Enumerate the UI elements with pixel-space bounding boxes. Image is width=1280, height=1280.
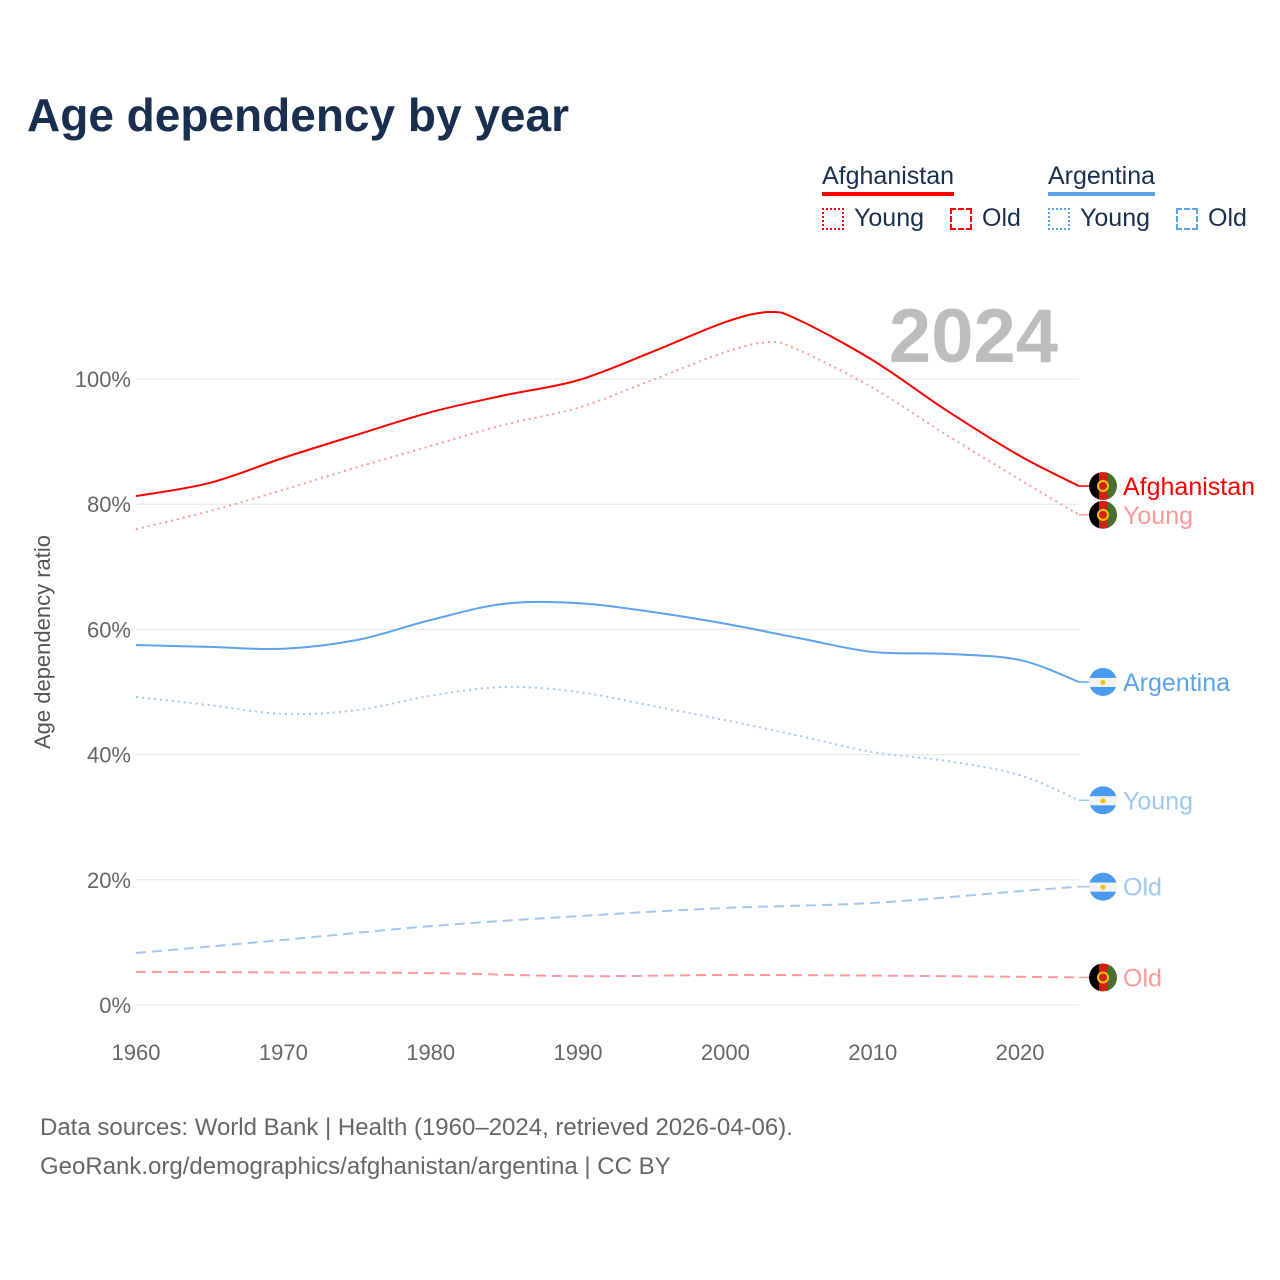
end-label: Young bbox=[1123, 787, 1193, 815]
afghanistan-flag-icon bbox=[1089, 963, 1117, 992]
flag-stripe bbox=[1089, 500, 1099, 529]
page-title: Age dependency by year bbox=[27, 89, 569, 141]
x-tick-label: 1990 bbox=[554, 1040, 603, 1065]
year-watermark: 2024 bbox=[889, 294, 1058, 379]
flag-stripe bbox=[1108, 472, 1117, 501]
y-tick-label: 80% bbox=[87, 492, 131, 517]
source-link[interactable]: GeoRank.org/demographics/afghanistan/arg… bbox=[40, 1153, 671, 1180]
legend-young-argentina[interactable]: Young bbox=[1080, 204, 1150, 232]
y-tick-label: 20% bbox=[87, 868, 131, 893]
y-tick-label: 100% bbox=[75, 367, 131, 392]
flag-emblem bbox=[1097, 508, 1109, 521]
dashed-swatch-icon bbox=[950, 207, 972, 230]
legend-old-argentina[interactable]: Old bbox=[1208, 204, 1247, 232]
end-label: Old bbox=[1123, 874, 1162, 902]
y-axis-label: Age dependency ratio bbox=[30, 535, 55, 749]
flag-stripe bbox=[1089, 872, 1117, 883]
series-line-argentina-old bbox=[135, 885, 1080, 955]
y-tick-label: 0% bbox=[99, 993, 131, 1018]
flag-stripe bbox=[1099, 963, 1108, 992]
x-tick-label: 2010 bbox=[848, 1040, 897, 1065]
x-tick-label: 1980 bbox=[406, 1040, 455, 1065]
flag-sun bbox=[1100, 679, 1106, 685]
dotted-swatch-icon bbox=[1048, 207, 1070, 230]
argentina-flag-icon bbox=[1089, 786, 1117, 815]
end-label: Old bbox=[1123, 964, 1162, 992]
flag-sun bbox=[1100, 884, 1106, 890]
data-source-note: Data sources: World Bank | Health (1960–… bbox=[40, 1114, 793, 1141]
series-line-afghanistan bbox=[135, 310, 1080, 498]
legend-old-afghanistan[interactable]: Old bbox=[982, 204, 1021, 232]
x-tick-label: 1960 bbox=[112, 1040, 161, 1065]
flag-stripe bbox=[1089, 667, 1117, 678]
legend-young-afghanistan[interactable]: Young bbox=[854, 204, 924, 232]
legend-country-argentina[interactable]: Argentina bbox=[1048, 162, 1156, 196]
flag-stripe bbox=[1089, 963, 1099, 992]
afghanistan-flag-icon bbox=[1089, 500, 1117, 529]
y-tick-label: 60% bbox=[87, 617, 131, 642]
legend-afghanistan: Afghanistan Young Old bbox=[822, 162, 1021, 233]
flag-stripe bbox=[1108, 963, 1117, 992]
flag-stripe bbox=[1089, 891, 1117, 901]
legend-country-afghanistan[interactable]: Afghanistan bbox=[822, 162, 955, 196]
end-label: Afghanistan bbox=[1123, 473, 1255, 501]
x-tick-label: 2000 bbox=[701, 1040, 750, 1065]
legend-argentina: Argentina Young Old bbox=[1048, 162, 1247, 233]
flag-stripe bbox=[1089, 786, 1117, 797]
end-label: Argentina bbox=[1123, 669, 1230, 697]
flag-stripe bbox=[1099, 472, 1108, 501]
flag-sun bbox=[1100, 798, 1106, 804]
flag-stripe bbox=[1089, 472, 1099, 501]
series-line-argentina-young bbox=[135, 685, 1080, 802]
afghanistan-flag-icon bbox=[1089, 472, 1117, 501]
series-line-argentina bbox=[135, 600, 1080, 683]
x-tick-label: 2020 bbox=[996, 1040, 1045, 1065]
series-line-afghanistan-young bbox=[135, 341, 1080, 531]
flag-stripe bbox=[1089, 805, 1117, 815]
y-tick-label: 40% bbox=[87, 743, 131, 768]
footer: Data sources: World Bank | Health (1960–… bbox=[40, 1108, 793, 1186]
flag-emblem bbox=[1097, 971, 1109, 984]
flag-stripe bbox=[1089, 686, 1117, 696]
argentina-flag-icon bbox=[1089, 667, 1117, 696]
end-label: Young bbox=[1123, 502, 1193, 530]
flag-emblem bbox=[1097, 480, 1109, 493]
x-tick-label: 1970 bbox=[259, 1040, 308, 1065]
dotted-swatch-icon bbox=[822, 207, 844, 230]
flag-stripe bbox=[1108, 500, 1117, 529]
flag-stripe bbox=[1099, 500, 1108, 529]
series-line-afghanistan-old bbox=[135, 970, 1080, 979]
dashed-swatch-icon bbox=[1176, 207, 1198, 230]
argentina-flag-icon bbox=[1089, 872, 1117, 901]
